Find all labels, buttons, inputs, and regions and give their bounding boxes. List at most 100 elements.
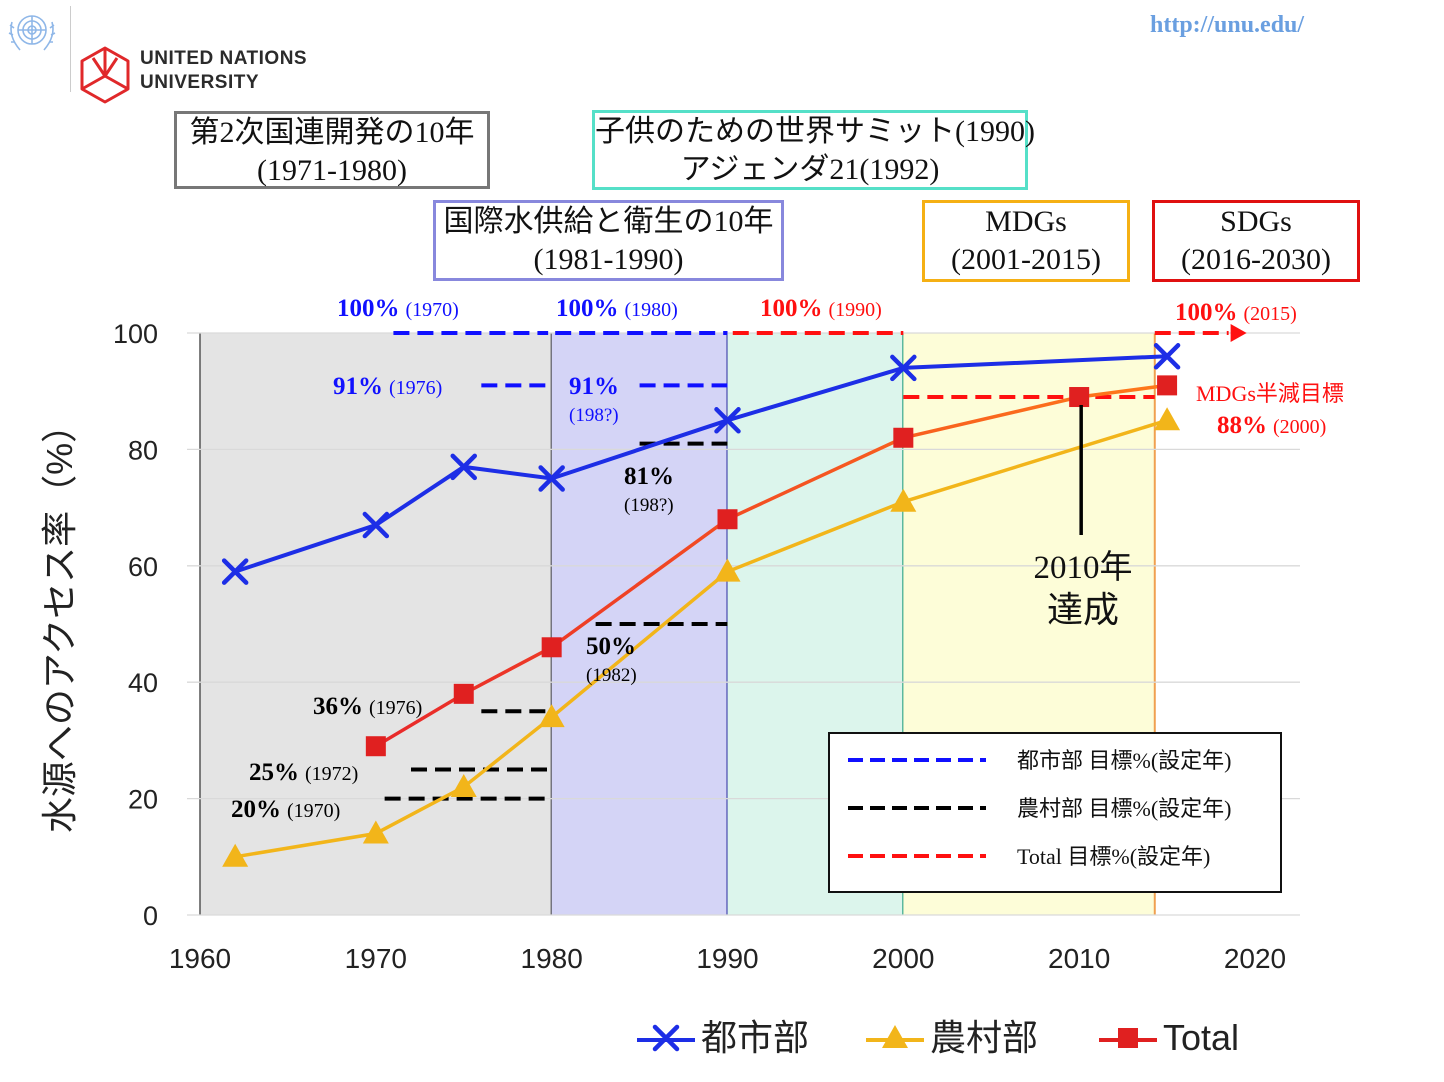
logo-divider [70, 6, 71, 92]
series-1 [221, 343, 1181, 585]
target-legend-label: 都市部 目標%(設定年) [1017, 748, 1231, 773]
annotation-year: (1970) [406, 299, 459, 321]
target-lines [384, 324, 1247, 801]
annotation-rural-81-198x: 81% (198?) [624, 463, 674, 516]
target-arrowhead [1230, 324, 1247, 342]
annotation-percent: 100% [337, 295, 400, 322]
axes: 0 20 40 60 80 100 1960 1970 1980 1990 2000 2010 2020… [39, 319, 1286, 974]
annotation-percent: 20% [231, 796, 281, 823]
data-point-x [652, 1024, 680, 1052]
annotation-urban-100-1980: 100% (1980) [556, 295, 678, 322]
era-title: 第2次国連開発の10年 [189, 116, 475, 149]
annotation-year: (198?) [624, 495, 674, 516]
achievement-year: 2010年 [1034, 549, 1133, 586]
data-point-x [538, 465, 565, 492]
data-point-x [450, 453, 477, 481]
data-series [221, 343, 1181, 867]
annotation-text: 91% [569, 373, 619, 400]
era-title: 国際水供給と衛生の10年 [443, 205, 774, 238]
annotation-text: 100% (1970) [337, 295, 459, 322]
annotation-text: 100% (1980) [556, 295, 678, 322]
annotation-rural-25-1972: 25% (1972) [249, 759, 358, 786]
x-tick-label: 1960 [169, 943, 231, 974]
legend-item-3: Total [1099, 1017, 1239, 1058]
data-point-triangle [362, 820, 389, 844]
data-point-triangle [882, 1025, 908, 1048]
data-point-triangle [222, 843, 249, 867]
x-tick-label: 1980 [521, 943, 583, 974]
era-box-water-sanitation-decade: 国際水供給と衛生の10年 (1981-1990) [433, 200, 784, 281]
annotation-percent: 100% [760, 295, 823, 322]
annotation-mdgs-88-2000: MDGs半減目標 88% (2000) [1196, 381, 1344, 439]
data-point-x [714, 407, 741, 434]
x-tick-label: 2010 [1048, 943, 1110, 974]
org-name-line2: UNIVERSITY [140, 72, 260, 93]
era-box-world-summit-children: 子供のための世界サミット(1990) アジェンダ21(1992) [592, 110, 1035, 190]
series-3 [365, 375, 1178, 757]
annotation-rural-50-1982: 50% (1982) [586, 633, 637, 686]
data-point-square [541, 637, 562, 658]
annotation-text: 36% (1976) [313, 693, 422, 720]
annotation-year: (1990) [829, 299, 882, 321]
series-2 [222, 407, 1181, 867]
annotations: 100% (1970) 100% (1980) 100% (1990) 100% (2015)… [231, 295, 1344, 823]
x-tick-label: 1970 [345, 943, 407, 974]
era-period: (1981-1990) [533, 243, 684, 276]
y-tick-label: 100 [113, 319, 158, 349]
data-point-triangle [714, 558, 741, 582]
annotation-text: 88% (2000) [1217, 412, 1326, 439]
un-emblem-icon [8, 15, 56, 51]
series-legend: 都市部 農村部 Total [637, 1017, 1239, 1058]
annotation-year: (1976) [389, 377, 442, 399]
data-point-square [893, 427, 914, 448]
legend-item-2: 農村部 [866, 1017, 1038, 1058]
data-point-triangle [890, 488, 917, 512]
data-point-square [1157, 375, 1178, 396]
org-name-line1: UNITED NATIONS [140, 48, 308, 69]
legend-label: 都市部 [701, 1017, 809, 1058]
annotation-text: 25% (1972) [249, 759, 358, 786]
data-point-x [221, 558, 249, 585]
annotation-rural-20-1970: 20% (1970) [231, 796, 340, 823]
annotation-urban-91-1976: 91% (1976) [333, 373, 442, 400]
annotation-text: 81% [624, 463, 674, 490]
annotation-text: 91% (1976) [333, 373, 442, 400]
source-url[interactable]: http://unu.edu/ [1150, 12, 1305, 38]
annotation-urban-91-198x: 91% (198?) [569, 373, 619, 426]
target-legend-label: Total 目標%(設定年) [1017, 844, 1210, 869]
era-period: (2001-2015) [951, 243, 1101, 276]
data-point-triangle [538, 704, 565, 728]
legend-label: Total [1163, 1017, 1239, 1058]
data-point-square [1118, 1028, 1138, 1048]
annotation-rural-36-1976: 36% (1976) [313, 693, 422, 720]
annotation-percent: 88% [1217, 412, 1267, 439]
data-point-square [365, 736, 386, 757]
annotation-percent: 81% [624, 463, 674, 490]
era-box-mdgs: MDGs (2001-2015) [922, 200, 1130, 282]
unu-logo-icon [80, 46, 130, 104]
annotation-year: (2015) [1244, 303, 1297, 325]
y-axis-label: 水源へのアクセス率（%） [39, 407, 80, 833]
data-point-square [717, 509, 738, 530]
annotation-text: 100% (1990) [760, 295, 882, 322]
y-tick-label: 40 [128, 668, 158, 698]
annotation-year: (1970) [287, 800, 340, 822]
annotation-total-100-1990: 100% (1990) [760, 295, 882, 322]
annotation-text: 20% (1970) [231, 796, 340, 823]
data-point-square [453, 683, 474, 704]
data-point-x [362, 511, 390, 539]
annotation-year: (1982) [586, 665, 637, 686]
x-tick-label: 2000 [872, 943, 934, 974]
data-point-square [1069, 387, 1090, 408]
era-title: SDGs [1220, 205, 1292, 238]
annotation-year: (1972) [305, 763, 358, 785]
annotation-percent: 91% [569, 373, 619, 400]
annotation-percent: 91% [333, 373, 383, 400]
annotation-text: 100% (2015) [1175, 299, 1297, 326]
data-point-triangle [450, 773, 477, 797]
era-title: 子供のための世界サミット(1990) [595, 115, 1035, 148]
achievement-label: 達成 [1047, 590, 1119, 630]
